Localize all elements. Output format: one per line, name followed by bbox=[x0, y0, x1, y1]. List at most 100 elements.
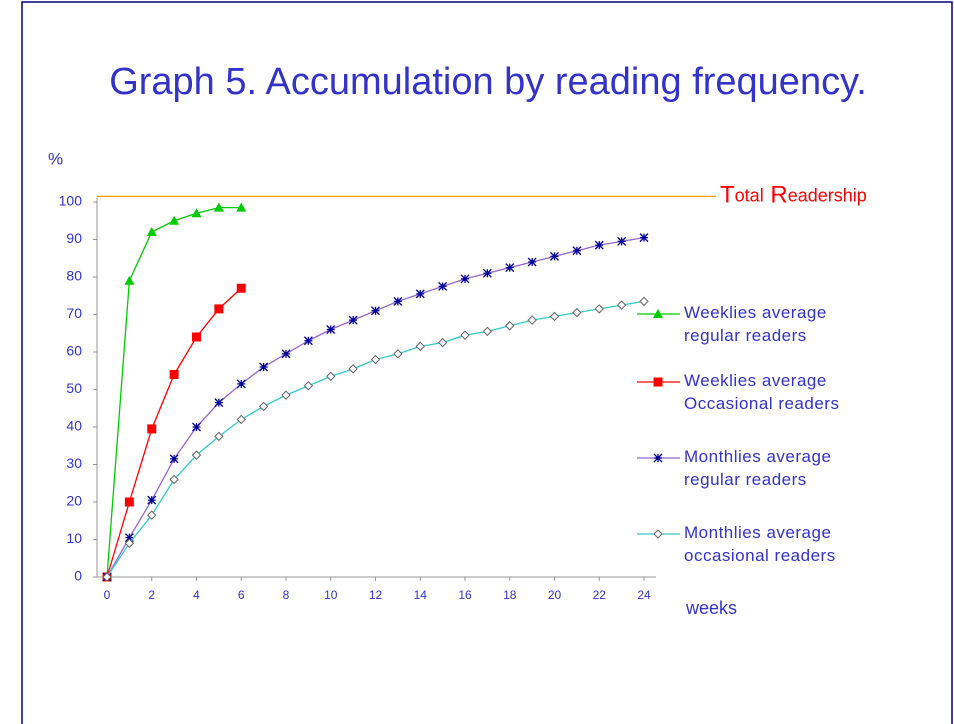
marker bbox=[281, 349, 291, 359]
legend-marker bbox=[653, 309, 663, 318]
x-tick-label: 18 bbox=[503, 588, 517, 602]
marker bbox=[214, 304, 224, 314]
marker bbox=[370, 354, 381, 365]
marker bbox=[303, 381, 314, 391]
marker bbox=[192, 422, 201, 432]
x-axis-label: weeks bbox=[685, 598, 737, 618]
y-tick-label: 50 bbox=[66, 380, 82, 396]
chart-title: Graph 5. Accumulation by reading frequen… bbox=[109, 61, 867, 103]
marker bbox=[348, 315, 358, 325]
x-tick-label: 12 bbox=[369, 588, 383, 602]
marker bbox=[169, 215, 180, 225]
x-tick-label: 8 bbox=[283, 588, 290, 602]
marker bbox=[146, 227, 157, 236]
marker bbox=[236, 202, 247, 212]
marker bbox=[594, 304, 604, 314]
marker bbox=[348, 364, 358, 374]
marker bbox=[549, 311, 560, 322]
y-tick-label: 70 bbox=[66, 305, 82, 321]
legend-marker bbox=[653, 529, 663, 539]
marker bbox=[258, 401, 269, 412]
x-tick-label: 22 bbox=[593, 588, 607, 602]
slide-frame bbox=[21, 1, 953, 724]
marker bbox=[505, 321, 515, 331]
y-tick-label: 10 bbox=[66, 530, 82, 546]
legend-marker bbox=[653, 377, 663, 387]
series-line bbox=[106, 236, 645, 578]
marker bbox=[147, 495, 157, 505]
legend-label: Weeklies average Occasional readers bbox=[684, 371, 839, 413]
marker bbox=[594, 240, 604, 250]
legend-label: Weeklies average regular readers bbox=[684, 303, 827, 345]
y-tick-label: 90 bbox=[66, 230, 82, 246]
marker bbox=[438, 281, 448, 291]
x-tick-label: 4 bbox=[193, 588, 200, 602]
marker bbox=[214, 398, 224, 408]
marker bbox=[169, 474, 179, 485]
y-tick-label: 30 bbox=[66, 455, 82, 471]
y-tick-label: 100 bbox=[59, 193, 83, 209]
marker bbox=[169, 370, 179, 379]
marker bbox=[191, 450, 202, 460]
x-tick-label: 16 bbox=[458, 588, 472, 602]
marker bbox=[236, 379, 246, 389]
marker bbox=[147, 510, 157, 520]
y-tick-label: 20 bbox=[66, 493, 82, 509]
y-tick-label: 0 bbox=[74, 568, 82, 584]
marker bbox=[482, 326, 493, 337]
x-tick-label: 24 bbox=[637, 588, 651, 602]
marker bbox=[169, 454, 179, 464]
legend-label: Monthlies average regular readers bbox=[684, 447, 831, 489]
x-tick-label: 2 bbox=[148, 588, 155, 602]
x-tick-label: 14 bbox=[414, 588, 428, 602]
marker bbox=[572, 307, 582, 318]
marker bbox=[527, 315, 537, 325]
x-tick-label: 6 bbox=[238, 588, 245, 602]
marker bbox=[236, 283, 246, 293]
marker bbox=[393, 296, 403, 306]
marker bbox=[437, 337, 448, 348]
marker bbox=[326, 371, 336, 382]
marker bbox=[371, 306, 380, 316]
legend-marker bbox=[653, 453, 663, 463]
marker bbox=[236, 414, 246, 425]
marker bbox=[326, 325, 336, 334]
marker bbox=[393, 349, 403, 359]
marker bbox=[460, 274, 470, 284]
marker bbox=[572, 246, 582, 256]
marker bbox=[124, 538, 135, 548]
series-line bbox=[106, 206, 242, 578]
annotation: Total Readership bbox=[720, 182, 867, 209]
x-tick-label: 10 bbox=[324, 588, 338, 602]
marker bbox=[550, 251, 559, 261]
marker bbox=[191, 208, 202, 218]
marker bbox=[639, 296, 649, 307]
marker bbox=[281, 390, 291, 400]
marker bbox=[259, 362, 269, 372]
y-axis-label: % bbox=[48, 149, 63, 168]
legend-label: Monthlies average occasional readers bbox=[684, 523, 836, 565]
marker bbox=[102, 572, 112, 582]
marker bbox=[124, 497, 134, 507]
marker bbox=[214, 431, 224, 442]
marker bbox=[147, 424, 157, 434]
x-tick-label: 0 bbox=[104, 588, 111, 602]
marker bbox=[415, 289, 425, 299]
marker bbox=[213, 202, 224, 212]
marker bbox=[505, 263, 515, 273]
marker bbox=[124, 533, 134, 543]
y-tick-label: 80 bbox=[66, 268, 82, 284]
x-tick-label: 20 bbox=[548, 588, 562, 602]
series-line bbox=[106, 287, 242, 578]
marker bbox=[303, 336, 313, 346]
marker bbox=[527, 257, 537, 267]
marker bbox=[639, 233, 649, 243]
y-tick-label: 60 bbox=[66, 343, 82, 359]
marker bbox=[617, 236, 627, 246]
marker bbox=[482, 268, 492, 278]
y-tick-label: 40 bbox=[66, 418, 82, 434]
marker bbox=[460, 330, 470, 340]
marker bbox=[192, 332, 201, 342]
marker bbox=[616, 300, 627, 310]
